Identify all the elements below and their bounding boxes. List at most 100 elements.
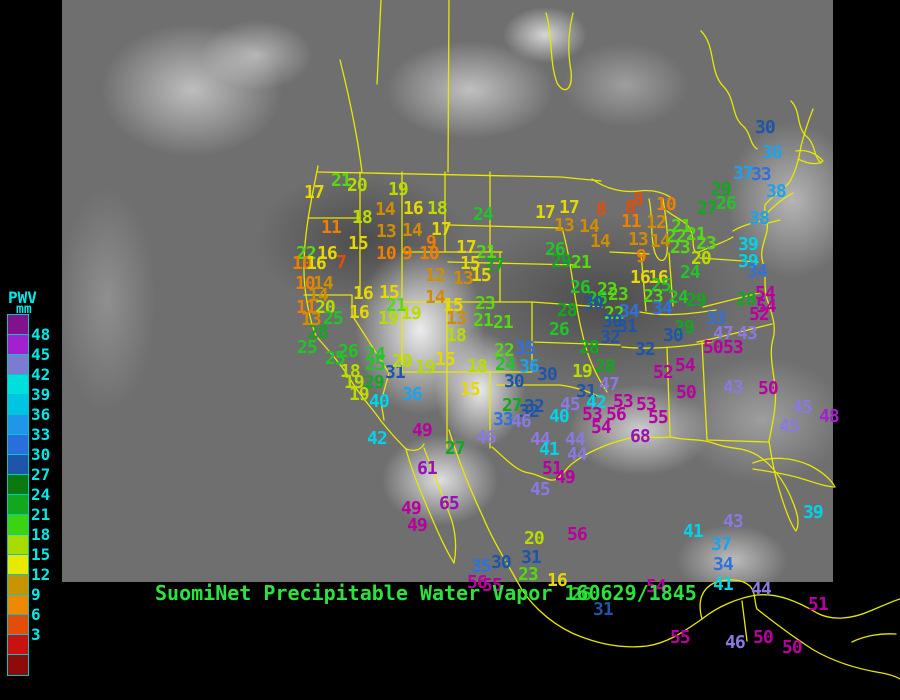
legend-title: PWV [8,288,37,307]
southern-state-borders [621,309,770,443]
pwv-station-value: 26 [549,319,570,340]
legend-swatch [7,354,29,376]
pwv-station-value: 29 [551,251,572,272]
pwv-station-value: 14 [375,199,396,220]
legend-label: 27 [31,465,51,484]
pwv-station-value: 14 [425,287,446,308]
legend-swatch [7,454,29,476]
pwv-station-value: 44 [530,429,551,450]
pwv-station-value: 8 [633,189,644,210]
pwv-station-value: 25 [297,337,318,358]
pwv-station-value: 34 [713,554,734,575]
pwv-station-value: 30 [602,311,623,332]
pwv-station-value: 15 [460,379,481,400]
pwv-station-value: 16 [648,267,669,288]
pwv-station-value: 23 [670,237,691,258]
pwv-station-value: 19 [344,372,365,393]
pwv-station-value: 31 [593,599,614,620]
pwv-station-value: 13 [453,268,474,289]
pwv-station-value: 28 [308,322,329,343]
pwv-station-value: 9 [426,232,437,253]
pwv-station-value: 10 [419,243,440,264]
pwv-station-value: 53 [582,404,603,425]
pwv-station-value: 18 [467,356,488,377]
pwv-station-value: 30 [583,293,604,314]
legend-swatch [7,614,29,636]
eastern-state-borders [696,219,781,343]
pwv-station-value: 45 [792,397,813,418]
pwv-station-value: 23 [696,233,717,254]
pwv-station-value: 22 [604,303,625,324]
pwv-station-value: 53 [636,394,657,415]
pwv-station-value: 12 [646,212,667,233]
legend-swatch [7,574,29,596]
mississippi-river-borders [561,227,608,393]
pwv-station-value: 21 [331,170,352,191]
legend-label: 3 [31,625,41,644]
pwv-station-value: 26 [338,341,359,362]
pwv-station-value: 15 [435,349,456,370]
pwv-station-value: 25 [325,348,346,369]
pwv-station-value: 24 [495,354,516,375]
lake-superior [591,178,674,200]
pwv-station-value: 20 [392,351,413,372]
pwv-station-value: 54 [591,417,612,438]
james-bay [545,12,574,91]
pwv-station-value: 31 [385,362,406,383]
pwv-station-value: 43 [723,511,744,532]
pwv-station-value: 40 [549,406,570,427]
pwv-station-value: 36 [402,384,423,405]
pwv-station-value: 10 [295,273,316,294]
pwv-station-value: 7 [336,252,347,273]
pwv-station-value: 11 [296,297,317,318]
pwv-station-value: 16 [306,253,327,274]
pwv-station-value: 21 [386,295,407,316]
legend-swatch [7,394,29,416]
midwest-state-borders [609,251,674,312]
gulf-coast-florida [670,436,799,532]
legend-swatch [7,514,29,536]
pwv-station-value: 26 [716,193,737,214]
pwv-station-value: 23 [518,564,539,585]
pwv-station-value: 17 [431,219,452,240]
pwv-station-value: 26 [570,277,591,298]
pwv-station-value: 54 [646,576,667,597]
pwv-station-value: 49 [555,467,576,488]
pwv-station-value: 54 [756,296,777,317]
pwv-station-value: 19 [349,384,370,405]
canada-province-borders [339,0,450,173]
pwv-station-value: 15 [379,282,400,303]
pwv-station-value: 20 [524,528,545,549]
pwv-station-value: 20 [691,248,712,269]
pwv-station-value: 9 [402,243,413,264]
pwv-station-value: 45 [530,479,551,500]
pwv-station-value: 43 [737,323,758,344]
pwv-station-value: 50 [703,337,724,358]
legend-swatch [7,554,29,576]
pwv-station-value: 36 [762,142,783,163]
pwv-station-value: 15 [471,265,492,286]
legend-unit: mm [16,302,32,317]
pwv-station-value: 17 [456,237,477,258]
legend-swatch [7,334,29,356]
pwv-station-value: 27 [484,255,505,276]
satellite-image [62,0,833,582]
pwv-station-value: 68 [630,426,651,447]
pwv-station-value: 46 [511,411,532,432]
pwv-station-value: 21 [686,224,707,245]
pwv-station-value: 29 [674,317,695,338]
pwv-station-value: 8 [625,197,636,218]
legend-label: 12 [31,565,51,584]
pwv-station-value: 41 [713,574,734,595]
pwv-station-value: 14 [579,216,600,237]
pwv-station-value: 30 [504,371,525,392]
pwv-station-value: 39 [803,502,824,523]
pwv-station-value: 44 [751,579,772,600]
pwv-station-value: 16 [547,570,568,591]
pwv-station-value: 32 [524,396,545,417]
pwv-station-value: 30 [663,325,684,346]
legend-label: 45 [31,345,51,364]
legend-swatch [7,434,29,456]
